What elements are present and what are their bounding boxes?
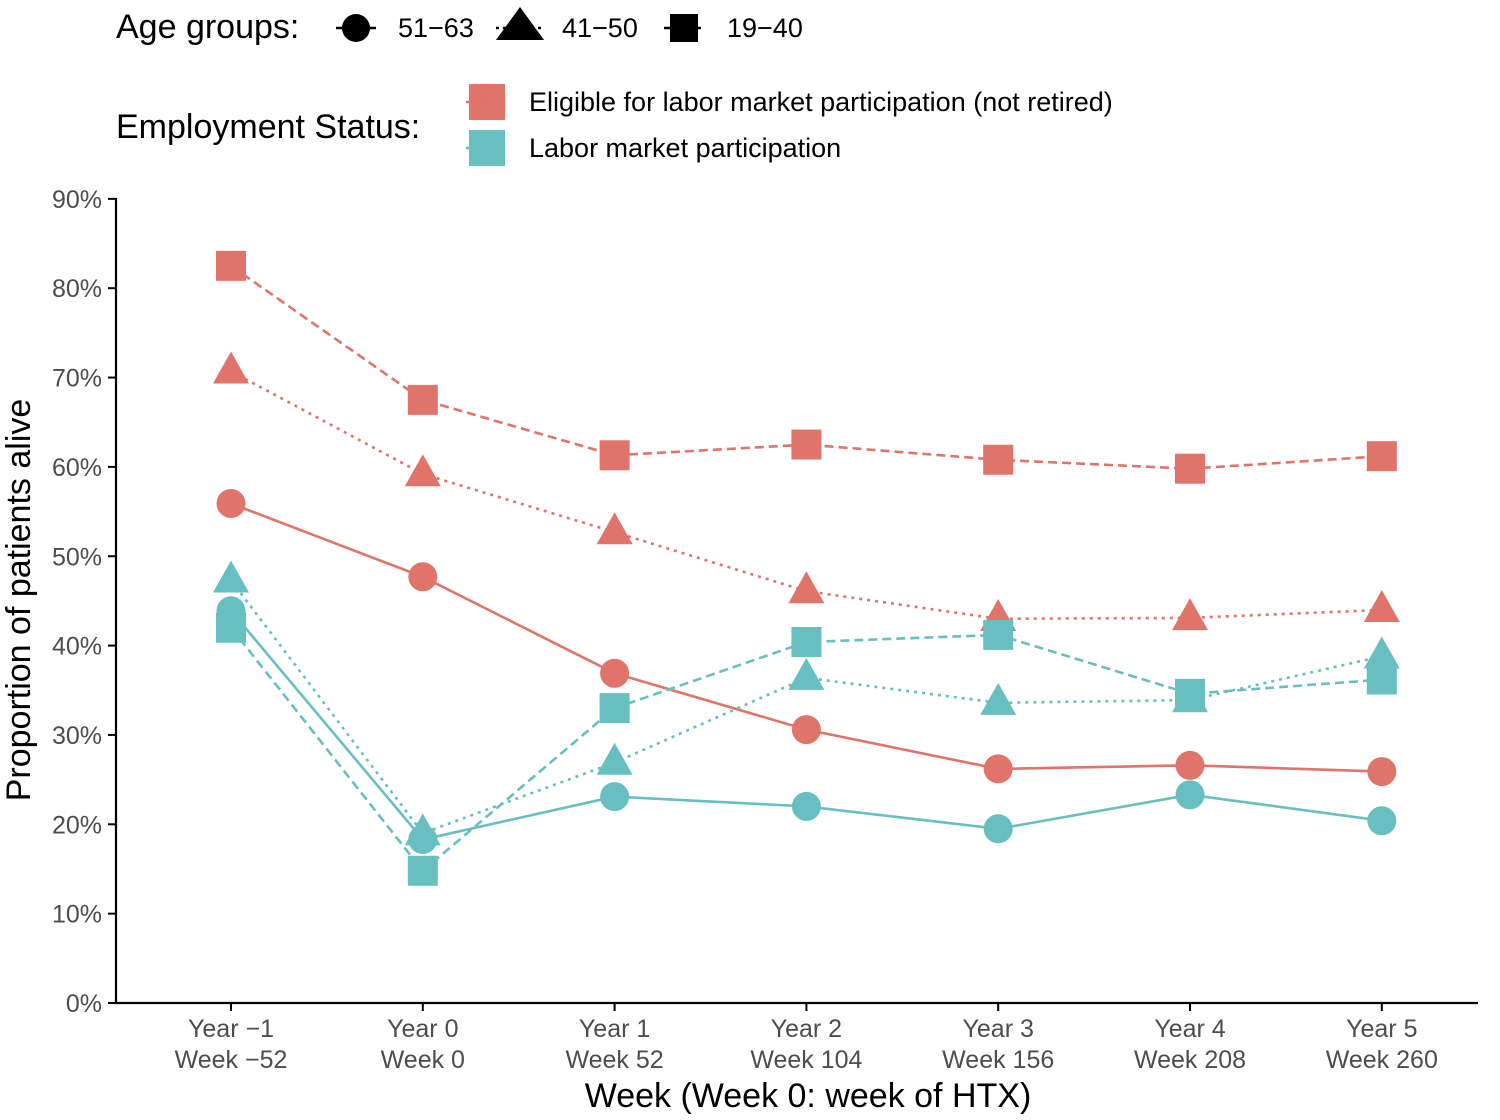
data-point xyxy=(596,512,633,545)
data-point xyxy=(791,715,821,745)
data-point xyxy=(600,658,630,688)
x-tick-label-week: Week 156 xyxy=(942,1046,1054,1074)
data-point xyxy=(404,813,441,846)
y-tick-label: 80% xyxy=(52,275,102,303)
x-tick-label-week: Week 0 xyxy=(381,1046,465,1074)
y-tick-label: 10% xyxy=(52,901,102,929)
data-point xyxy=(1175,750,1205,780)
y-tick-label: 40% xyxy=(52,633,102,661)
data-point xyxy=(596,742,633,775)
y-tick-label: 60% xyxy=(52,454,102,482)
data-point xyxy=(791,429,822,460)
legend-age: Age groups: 51−63 41−50 19−40 xyxy=(116,7,803,46)
x-tick-label-week: Week 104 xyxy=(750,1046,862,1074)
data-point xyxy=(1366,664,1397,695)
data-point xyxy=(788,657,825,690)
x-tick-label-week: Week 260 xyxy=(1326,1046,1438,1074)
x-tick-label-year: Year 2 xyxy=(771,1015,842,1043)
data-point xyxy=(980,682,1017,715)
x-tick-label-year: Year 4 xyxy=(1154,1015,1225,1043)
legend-age-key-triangle xyxy=(496,7,544,40)
x-tick-label-week: Week 208 xyxy=(1134,1046,1246,1074)
data-point xyxy=(791,791,821,821)
series-layer xyxy=(213,250,1400,886)
series-square-eligible xyxy=(216,250,1397,484)
data-point xyxy=(599,693,630,724)
legend-age-label-3: 19−40 xyxy=(727,13,803,43)
y-axis-title: Proportion of patients alive xyxy=(0,399,38,802)
data-point xyxy=(1363,590,1400,622)
legend-status-label-participation: Labor market participation xyxy=(529,133,841,163)
data-point xyxy=(1175,678,1205,709)
x-tick-label-year: Year 0 xyxy=(387,1015,458,1043)
data-point xyxy=(983,814,1013,844)
legend-age-title: Age groups: xyxy=(116,8,299,46)
data-point xyxy=(1175,780,1205,810)
data-point xyxy=(213,351,249,384)
axes xyxy=(114,198,1478,1005)
data-point xyxy=(983,619,1014,650)
series-triangle-eligible xyxy=(213,351,1400,631)
legend-status: Employment Status: Eligible for labor ma… xyxy=(116,84,1113,166)
y-tick-label: 70% xyxy=(52,365,102,393)
legend-age-key-square xyxy=(664,14,704,42)
legend-age-key-circle xyxy=(336,14,376,42)
y-tick-label: 30% xyxy=(52,722,102,750)
data-point xyxy=(216,612,246,643)
x-tick-label-week: Week −52 xyxy=(175,1046,288,1074)
data-point xyxy=(1366,441,1397,472)
data-point xyxy=(1363,636,1400,669)
data-point xyxy=(407,384,438,415)
x-axis-title: Week (Week 0: week of HTX) xyxy=(585,1077,1032,1115)
data-point xyxy=(404,454,441,487)
x-tick-label-year: Year −1 xyxy=(188,1015,274,1043)
y-tick-label: 50% xyxy=(52,543,102,571)
x-tick-label-year: Year 3 xyxy=(963,1015,1034,1043)
series-square-participation xyxy=(216,612,1397,886)
x-tick-label-year: Year 5 xyxy=(1346,1015,1417,1043)
data-point xyxy=(1175,453,1205,484)
legend-age-label-2: 41−50 xyxy=(562,13,638,43)
data-point xyxy=(216,489,246,519)
x-tick-label-year: Year 1 xyxy=(579,1015,650,1043)
data-point xyxy=(788,571,825,604)
data-point xyxy=(408,562,438,592)
data-point xyxy=(407,855,438,886)
data-point xyxy=(983,754,1013,784)
x-ticks: Year −1 Week −52 Year 0 Week 0 Year 1 Week 52… xyxy=(175,1003,1438,1074)
data-point xyxy=(599,440,630,471)
y-ticks: 0% 10% 20% 30% 40% 50% 60% 70% 80% 90% xyxy=(52,186,116,1018)
data-point xyxy=(600,782,630,812)
data-point xyxy=(983,444,1014,475)
y-tick-label: 90% xyxy=(52,186,102,214)
data-point xyxy=(791,627,822,658)
legend-age-label-1: 51−63 xyxy=(398,13,474,43)
data-point xyxy=(213,560,249,593)
y-tick-label: 0% xyxy=(66,990,102,1018)
data-point xyxy=(1367,757,1397,787)
data-point xyxy=(216,250,246,281)
data-point xyxy=(1172,598,1208,631)
legend-status-label-eligible: Eligible for labor market participation … xyxy=(529,87,1113,117)
legend-status-title: Employment Status: xyxy=(116,108,420,146)
y-tick-label: 20% xyxy=(52,811,102,839)
series-triangle-participation xyxy=(213,560,1400,846)
data-point xyxy=(1367,806,1397,836)
series-circle-eligible xyxy=(216,489,1397,787)
x-tick-label-week: Week 52 xyxy=(565,1046,663,1074)
